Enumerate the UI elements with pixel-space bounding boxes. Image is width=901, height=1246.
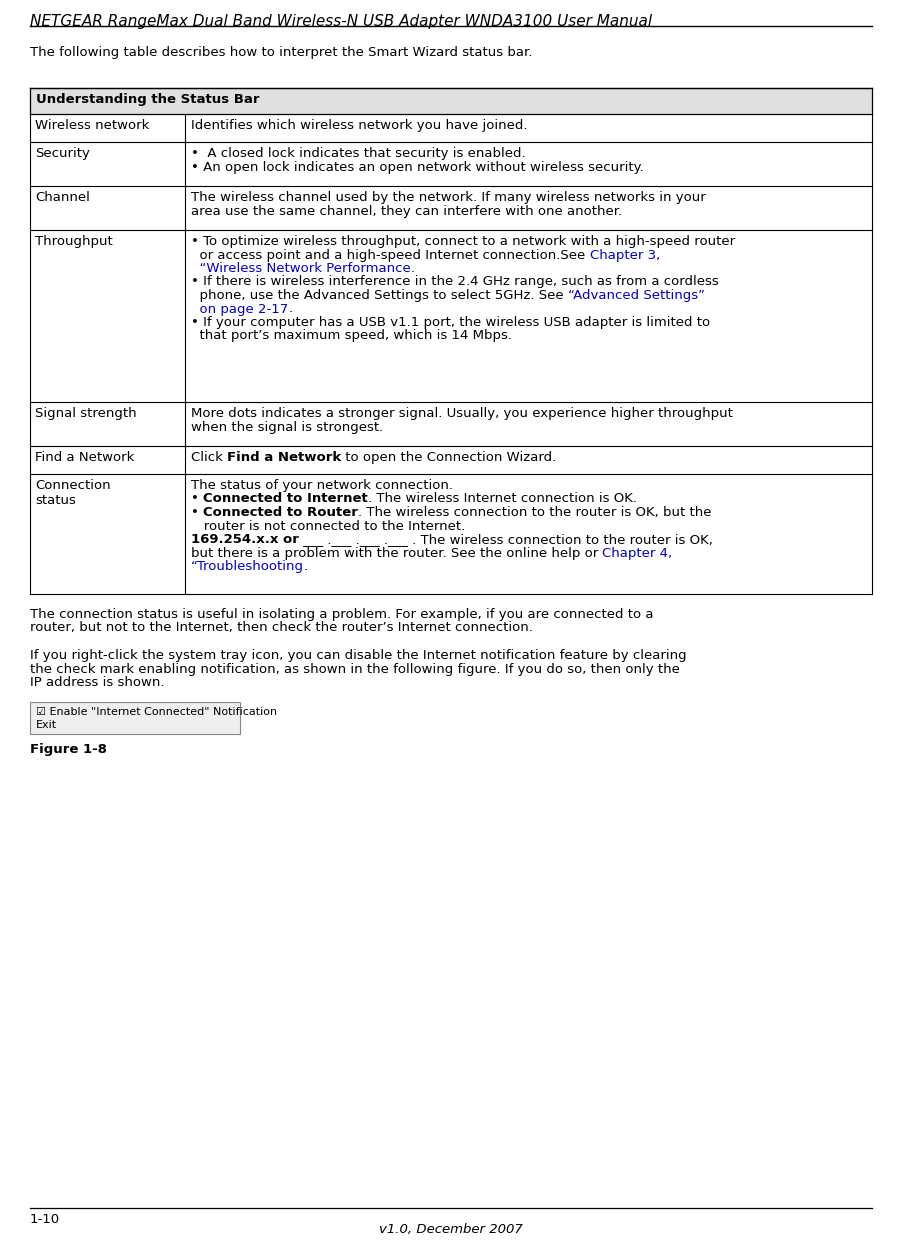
Text: Security: Security [35, 147, 90, 159]
Text: Connected to Internet: Connected to Internet [203, 492, 368, 506]
Text: ___ .___ .___ .___ . The wireless connection to the router is OK,: ___ .___ .___ .___ . The wireless connec… [299, 533, 713, 546]
Text: . The wireless Internet connection is OK.: . The wireless Internet connection is OK… [368, 492, 637, 506]
Text: The connection status is useful in isolating a problem. For example, if you are : The connection status is useful in isola… [30, 608, 653, 621]
Text: Figure 1-8: Figure 1-8 [30, 744, 107, 756]
Text: but there is a problem with the router. See the online help or: but there is a problem with the router. … [191, 547, 603, 559]
Text: phone, use the Advanced Settings to select 5GHz. See: phone, use the Advanced Settings to sele… [191, 289, 568, 302]
Text: IP address is shown.: IP address is shown. [30, 677, 165, 689]
Text: The status of your network connection.: The status of your network connection. [191, 478, 453, 492]
Text: 1-10: 1-10 [30, 1214, 60, 1226]
Text: “Troubleshooting: “Troubleshooting [191, 559, 304, 573]
Text: Throughput: Throughput [35, 235, 113, 248]
Text: Find a Network: Find a Network [35, 451, 134, 464]
Text: Identifies which wireless network you have joined.: Identifies which wireless network you ha… [191, 120, 527, 132]
Text: ☑ Enable "Internet Connected" Notification: ☑ Enable "Internet Connected" Notificati… [36, 706, 278, 716]
Text: The wireless channel used by the network. If many wireless networks in your: The wireless channel used by the network… [191, 191, 705, 204]
Text: that port’s maximum speed, which is 14 Mbps.: that port’s maximum speed, which is 14 M… [191, 329, 512, 343]
Text: “Wireless Network Performance: “Wireless Network Performance [191, 262, 411, 275]
Text: Exit: Exit [36, 720, 57, 730]
Text: . The wireless connection to the router is OK, but the: . The wireless connection to the router … [358, 506, 712, 520]
Text: Wireless network: Wireless network [35, 120, 150, 132]
Text: to open the Connection Wizard.: to open the Connection Wizard. [341, 451, 557, 464]
Text: Connected to Router: Connected to Router [203, 506, 358, 520]
Text: Chapter 4,: Chapter 4, [603, 547, 673, 559]
Bar [30, 701, 240, 734]
Text: router is not connected to the Internet.: router is not connected to the Internet. [191, 520, 465, 532]
Bar [30, 88, 872, 113]
Text: v1.0, December 2007: v1.0, December 2007 [379, 1224, 523, 1236]
Text: Chapter 3,: Chapter 3, [589, 248, 660, 262]
Text: • An open lock indicates an open network without wireless security.: • An open lock indicates an open network… [191, 161, 643, 173]
Text: router, but not to the Internet, then check the router’s Internet connection.: router, but not to the Internet, then ch… [30, 622, 532, 634]
Text: If you right-click the system tray icon, you can disable the Internet notificati: If you right-click the system tray icon,… [30, 649, 687, 662]
Text: “Advanced Settings”: “Advanced Settings” [568, 289, 705, 302]
Text: NETGEAR RangeMax Dual Band Wireless-N USB Adapter WNDA3100 User Manual: NETGEAR RangeMax Dual Band Wireless-N US… [30, 14, 652, 29]
Text: Signal strength: Signal strength [35, 407, 137, 420]
Text: More dots indicates a stronger signal. Usually, you experience higher throughput: More dots indicates a stronger signal. U… [191, 407, 733, 420]
Text: .: . [304, 559, 308, 573]
Text: .: . [288, 303, 293, 315]
Text: • If your computer has a USB v1.1 port, the wireless USB adapter is limited to: • If your computer has a USB v1.1 port, … [191, 316, 710, 329]
Text: Click: Click [191, 451, 227, 464]
Text: •: • [191, 506, 203, 520]
Text: on page 2-17: on page 2-17 [191, 303, 288, 315]
Text: when the signal is strongest.: when the signal is strongest. [191, 420, 383, 434]
Text: •  A closed lock indicates that security is enabled.: • A closed lock indicates that security … [191, 147, 525, 159]
Text: 169.254.x.x or: 169.254.x.x or [191, 533, 299, 546]
Text: Connection
status: Connection status [35, 478, 111, 507]
Text: Find a Network: Find a Network [227, 451, 341, 464]
Text: Understanding the Status Bar: Understanding the Status Bar [36, 93, 259, 106]
Text: Channel: Channel [35, 191, 90, 204]
Text: the check mark enabling notification, as shown in the following figure. If you d: the check mark enabling notification, as… [30, 663, 680, 675]
Text: • To optimize wireless throughput, connect to a network with a high-speed router: • To optimize wireless throughput, conne… [191, 235, 735, 248]
Text: .: . [411, 262, 414, 275]
Text: area use the same channel, they can interfere with one another.: area use the same channel, they can inte… [191, 204, 622, 218]
Text: The following table describes how to interpret the Smart Wizard status bar.: The following table describes how to int… [30, 46, 532, 59]
Text: •: • [191, 492, 203, 506]
Text: • If there is wireless interference in the 2.4 GHz range, such as from a cordles: • If there is wireless interference in t… [191, 275, 719, 289]
Text: or access point and a high-speed Internet connection.See: or access point and a high-speed Interne… [191, 248, 589, 262]
